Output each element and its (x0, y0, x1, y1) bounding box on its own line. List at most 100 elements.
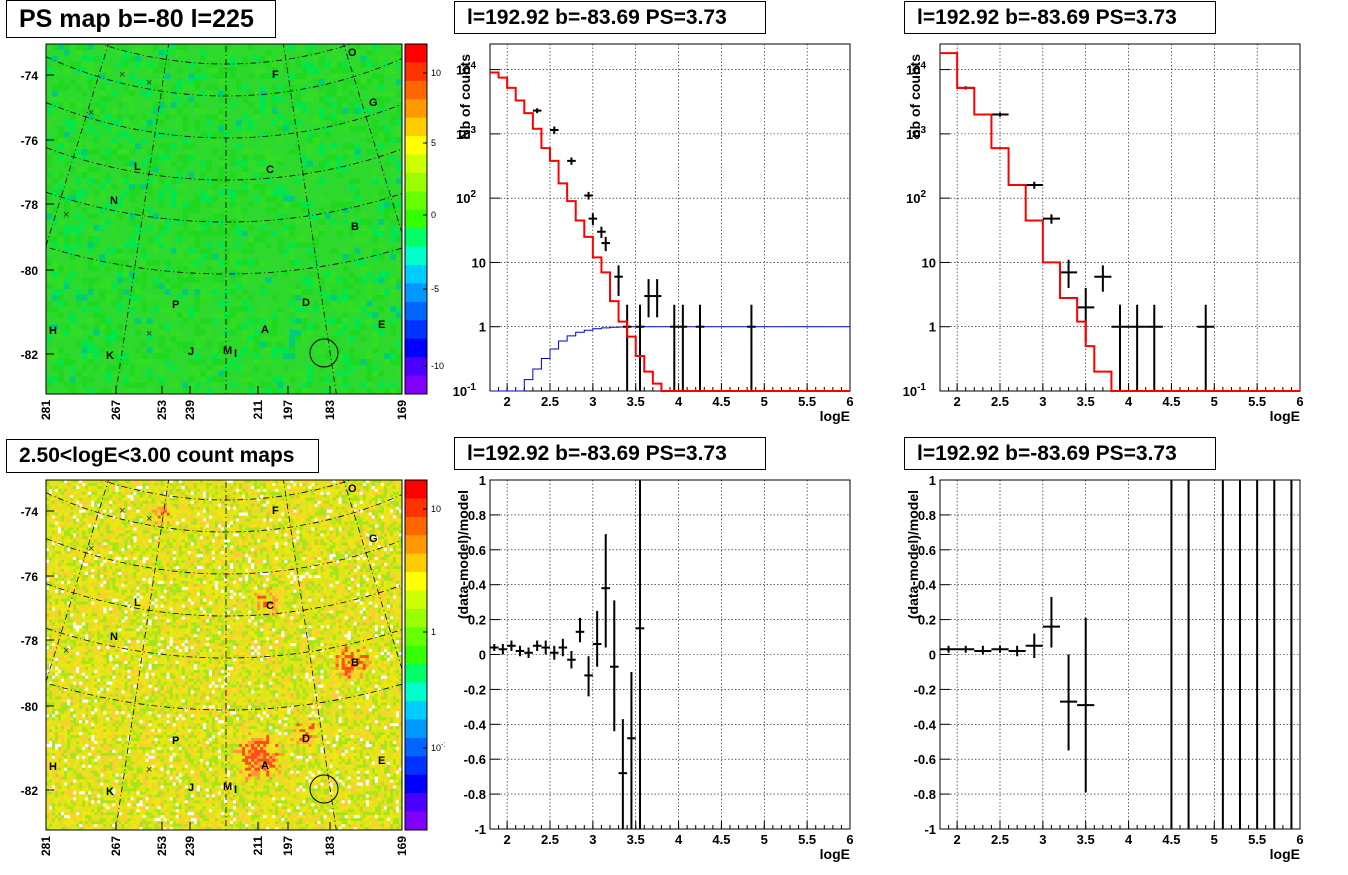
map-cell (318, 271, 326, 278)
map-cell (76, 518, 80, 522)
map-cell (229, 236, 237, 243)
map-cell (117, 259, 124, 266)
map-cell (87, 259, 94, 266)
map-cell (224, 312, 231, 319)
map-cell (70, 824, 74, 828)
map-cell (135, 329, 142, 336)
map-cell (206, 84, 213, 91)
map-cell (301, 79, 308, 86)
map-cell (372, 114, 379, 121)
map-cell (57, 114, 65, 121)
map-cell (194, 90, 201, 97)
map-cell (55, 652, 59, 656)
map-cell (295, 242, 302, 249)
map-cell (55, 601, 59, 605)
map-cell (46, 640, 50, 644)
map-cell (277, 353, 284, 360)
map-cell (129, 242, 136, 249)
map-cell (73, 491, 77, 496)
map-cell (49, 755, 53, 760)
map-cell (58, 675, 62, 680)
map-cell (76, 622, 80, 626)
map-cell (76, 485, 80, 490)
map-cell (301, 300, 308, 307)
map-cell (372, 131, 379, 138)
map-cell (146, 283, 154, 290)
map-cell (182, 184, 189, 191)
map-cell (324, 79, 332, 86)
map-cell (49, 746, 53, 751)
map-cell (99, 335, 106, 342)
map-cell (99, 201, 106, 208)
map-cell (289, 277, 296, 284)
map-cell (76, 524, 80, 528)
map-cell (111, 283, 118, 290)
map-cell (224, 137, 231, 144)
map-cell (117, 44, 124, 51)
map-cell (301, 201, 308, 208)
map-cell (76, 675, 80, 680)
map-cell (253, 131, 260, 138)
map-cell (51, 154, 59, 161)
map-cell (63, 90, 71, 97)
map-cell (73, 657, 77, 662)
map-cell (390, 195, 397, 202)
map-cell (247, 248, 254, 255)
map-cell (111, 364, 118, 371)
map-cell (49, 815, 53, 819)
map-cell (265, 201, 272, 208)
map-cell (212, 388, 219, 395)
map-cell (206, 236, 213, 243)
map-cell (75, 219, 82, 226)
map-cell (188, 189, 195, 196)
map-cell (81, 143, 88, 150)
map-cell (52, 601, 56, 605)
map-cell (135, 125, 142, 132)
map-cell (69, 96, 76, 103)
map-cell (348, 184, 355, 191)
map-cell (73, 663, 77, 668)
map-cell (70, 782, 74, 786)
map-cell (259, 149, 266, 156)
map-cell (330, 160, 338, 167)
map-cell (218, 364, 225, 371)
map-cell (58, 634, 62, 638)
map-cell (182, 259, 189, 266)
map-cell (129, 55, 136, 62)
map-cell (378, 248, 385, 255)
map-cell (378, 67, 385, 74)
map-cell (67, 809, 71, 813)
map-cell (336, 195, 343, 202)
map-cell (301, 248, 308, 255)
map-cell (307, 370, 314, 377)
map-cell (390, 312, 397, 319)
colorbar-segment (405, 154, 427, 174)
map-cell (61, 669, 65, 674)
map-cell (247, 271, 254, 278)
map-cell (76, 631, 80, 635)
map-cell (105, 143, 112, 150)
map-cell (158, 73, 165, 80)
map-cell (67, 643, 71, 647)
map-cell (318, 137, 326, 144)
map-cell (396, 131, 403, 138)
map-cell (182, 388, 189, 395)
map-cell (61, 752, 65, 757)
map-cell (67, 598, 71, 602)
map-cell (366, 283, 373, 290)
map-cell (253, 90, 260, 97)
map-cell (81, 178, 88, 185)
map-cell (301, 265, 308, 272)
map-cell (55, 542, 59, 546)
map-cell (164, 219, 171, 226)
map-cell (73, 557, 77, 561)
map-cell (64, 545, 68, 549)
map-cell (295, 382, 302, 389)
map-cell (277, 265, 284, 272)
map-cell (176, 137, 183, 144)
map-cell (318, 201, 326, 208)
map-cell (182, 353, 189, 360)
map-cell (146, 370, 154, 377)
map-cell (212, 283, 219, 290)
map-cell (58, 749, 62, 754)
